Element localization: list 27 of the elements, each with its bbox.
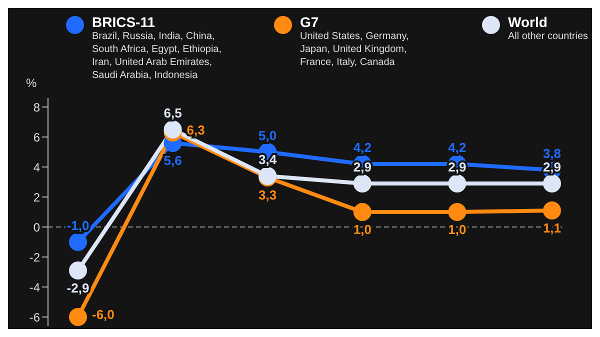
y-tick-label: 4 xyxy=(33,160,40,174)
legend-label: G7 xyxy=(300,14,320,30)
text: All other countries xyxy=(508,30,590,43)
data-label: 5,0 xyxy=(258,128,277,143)
data-label: 5,6 xyxy=(164,153,182,168)
data-label: 6,5 xyxy=(164,106,182,120)
y-axis-title: % xyxy=(26,76,37,90)
legend-label: World xyxy=(508,14,548,30)
data-label: -2,9 xyxy=(66,280,90,296)
data-label: 4,2 xyxy=(353,140,372,155)
data-label: 2,9 xyxy=(353,160,372,174)
text: Brazil, Russia, India, China, South Africa, Egypt, Ethiopia, Iran, United Arab Emirates, Saudi Arabia, Indonesia xyxy=(92,30,223,82)
data-label: -6,0 xyxy=(92,307,114,322)
data-label: 3,3 xyxy=(258,188,277,202)
y-tick-label: 6 xyxy=(33,130,40,144)
y-tick-label: 2 xyxy=(33,190,40,204)
y-tick-label: -2 xyxy=(29,250,40,264)
data-label: 4,2 xyxy=(448,140,466,155)
legend-label: BRICS-11 xyxy=(92,14,156,30)
y-tick-label: -6 xyxy=(29,310,40,324)
data-label: 6,3 xyxy=(186,122,205,138)
y-tick-label: 0 xyxy=(33,220,40,234)
data-label: 3,8 xyxy=(542,146,562,161)
y-tick-label: 8 xyxy=(33,100,40,114)
data-label: 2,9 xyxy=(448,160,466,174)
y-tick-label: -4 xyxy=(29,280,40,294)
text: United States, Germany, Japan, United Kingdom, France, Italy, Canada xyxy=(300,30,410,69)
